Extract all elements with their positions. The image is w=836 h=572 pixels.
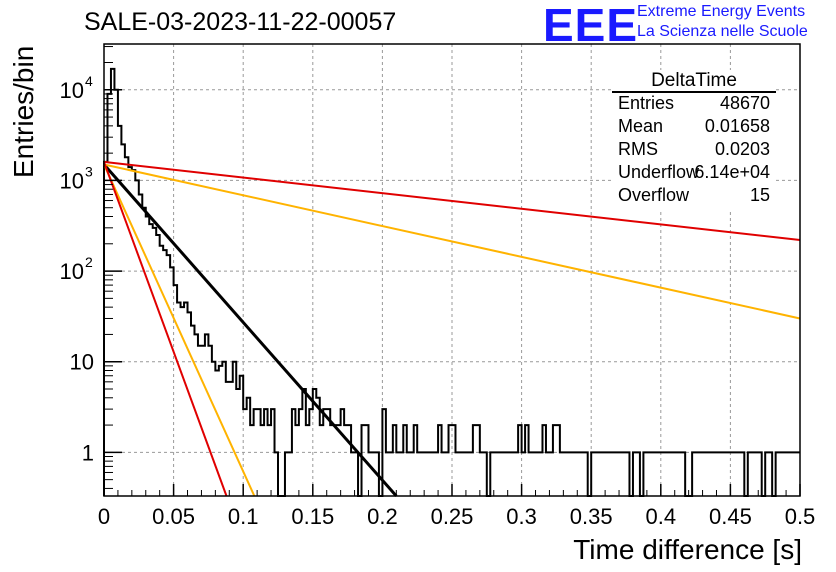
stats-label: Mean: [618, 116, 664, 136]
x-tick-label: 0.35: [570, 504, 613, 529]
y-axis-label: Entries/bin: [8, 45, 39, 178]
tick-labels: 0 0.05 0.1 0.15 0.2 0.25 0.3 0.35 0.4 0.45 0.5 1 10 1…: [60, 73, 816, 529]
y-tick-exponent: 4: [85, 73, 93, 89]
y-tick-label: 1: [82, 440, 94, 465]
x-tick-label: 0.5: [785, 504, 816, 529]
fit-line: [102, 163, 398, 497]
stats-value: 0.01658: [704, 116, 770, 136]
x-tick-label: 0.3: [506, 504, 537, 529]
y-tick-label: 10: [60, 259, 84, 284]
x-tick-label: 0: [98, 504, 110, 529]
stats-value: 6.14e+04: [694, 162, 770, 182]
y-tick-label: 10: [60, 78, 84, 103]
x-tick-label: 0.15: [291, 504, 334, 529]
stats-row: Entries 48670: [618, 93, 770, 115]
chart-title: SALE-03-2023-11-22-00057: [84, 8, 397, 36]
fit-line: [103, 161, 228, 497]
stats-value: 48670: [719, 93, 770, 113]
fit-lines: [102, 160, 801, 497]
eee-logo-line2: La Scienza nelle Scuole: [637, 23, 808, 40]
stats-divider: [612, 91, 776, 93]
histogram: [103, 67, 800, 497]
stats-row: RMS 0.0203: [618, 139, 770, 161]
y-tick-exponent: 3: [85, 163, 93, 179]
axis-ticks: [103, 46, 801, 496]
y-tick-label: 10: [60, 168, 84, 193]
x-tick-label: 0.05: [152, 504, 195, 529]
fit-line: [103, 164, 256, 497]
y-tick-exponent: 2: [85, 254, 93, 270]
grid: [104, 44, 800, 496]
stats-row: Underflow 6.14e+04: [618, 162, 770, 184]
x-axis-label: Time difference [s]: [573, 534, 802, 565]
eee-logo-line1: Extreme Energy Events: [637, 3, 806, 20]
stats-label: Entries: [618, 93, 675, 113]
fit-line: [103, 160, 801, 242]
x-tick-label: 0.45: [709, 504, 752, 529]
x-tick-label: 0.2: [367, 504, 398, 529]
stats-label: Underflow: [618, 162, 700, 182]
fit-line: [103, 163, 801, 320]
stats-row: Overflow 15: [618, 185, 770, 207]
x-tick-label: 0.4: [646, 504, 677, 529]
eee-logo: EEE: [543, 0, 639, 51]
histogram-steps: [103, 67, 800, 497]
stats-label: RMS: [618, 139, 658, 159]
x-tick-label: 0.1: [228, 504, 259, 529]
y-tick-label: 10: [70, 350, 94, 375]
stats-value: 0.0203: [714, 139, 770, 159]
stats-label: Overflow: [618, 185, 690, 205]
x-tick-label: 0.25: [431, 504, 474, 529]
stats-row: Mean 0.01658: [618, 116, 770, 138]
stats-title: DeltaTime: [651, 70, 737, 91]
stats-value: 15: [749, 185, 770, 205]
stats-box: DeltaTime Entries 48670 Mean 0.01658 RMS 0.…: [612, 70, 776, 212]
